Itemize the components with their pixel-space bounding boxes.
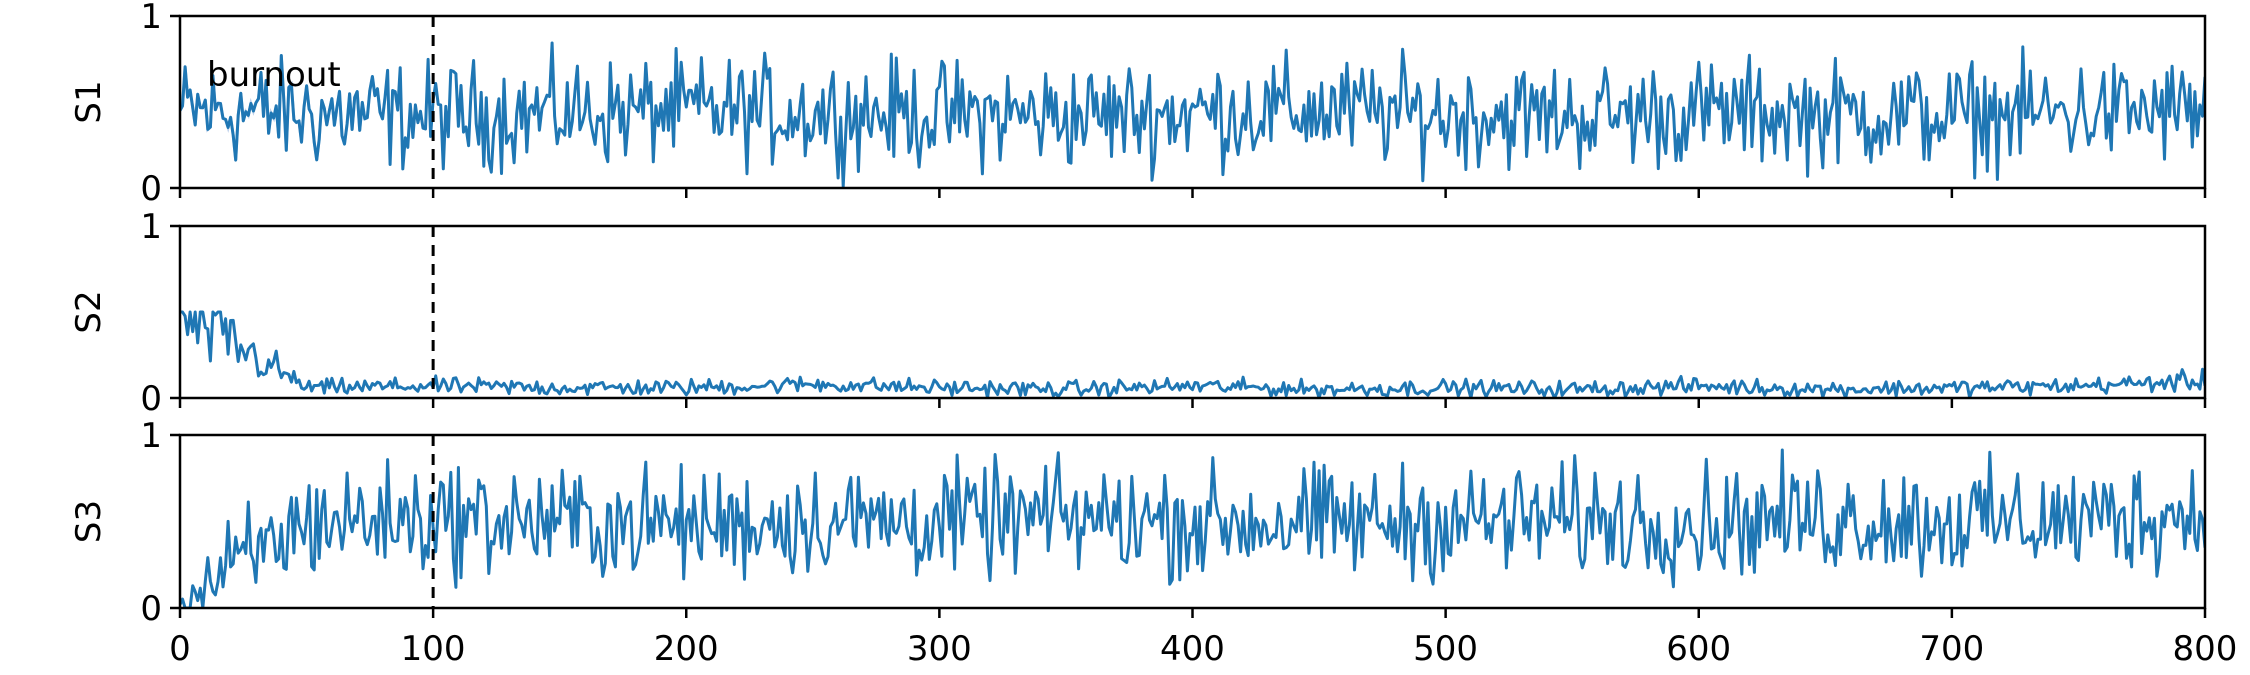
x-tick-label: 600	[1666, 629, 1731, 669]
series-line-s2	[180, 310, 2205, 398]
y-tick-label: 0	[140, 379, 162, 419]
x-tick-label: 500	[1413, 629, 1478, 669]
y-tick-label: 1	[140, 207, 162, 247]
y-axis-label: S2	[69, 290, 109, 333]
y-axis-label: S1	[69, 80, 109, 123]
y-tick-label: 0	[140, 589, 162, 629]
x-tick-label: 200	[654, 629, 719, 669]
burnout-annotation: burnout	[207, 55, 341, 95]
y-tick-label: 0	[140, 169, 162, 209]
series-line-s3	[180, 448, 2205, 608]
x-tick-label: 400	[1160, 629, 1225, 669]
y-tick-label: 1	[140, 416, 162, 456]
x-tick-label: 800	[2173, 629, 2238, 669]
x-tick-label: 100	[401, 629, 466, 669]
panel-frame	[178, 224, 2207, 400]
y-tick-label: 1	[140, 0, 162, 37]
x-tick-label: 0	[169, 629, 191, 669]
series-line-s1	[180, 41, 2205, 188]
x-tick-label: 300	[907, 629, 972, 669]
x-tick-label: 700	[1919, 629, 1984, 669]
y-axis-label: S3	[69, 500, 109, 543]
